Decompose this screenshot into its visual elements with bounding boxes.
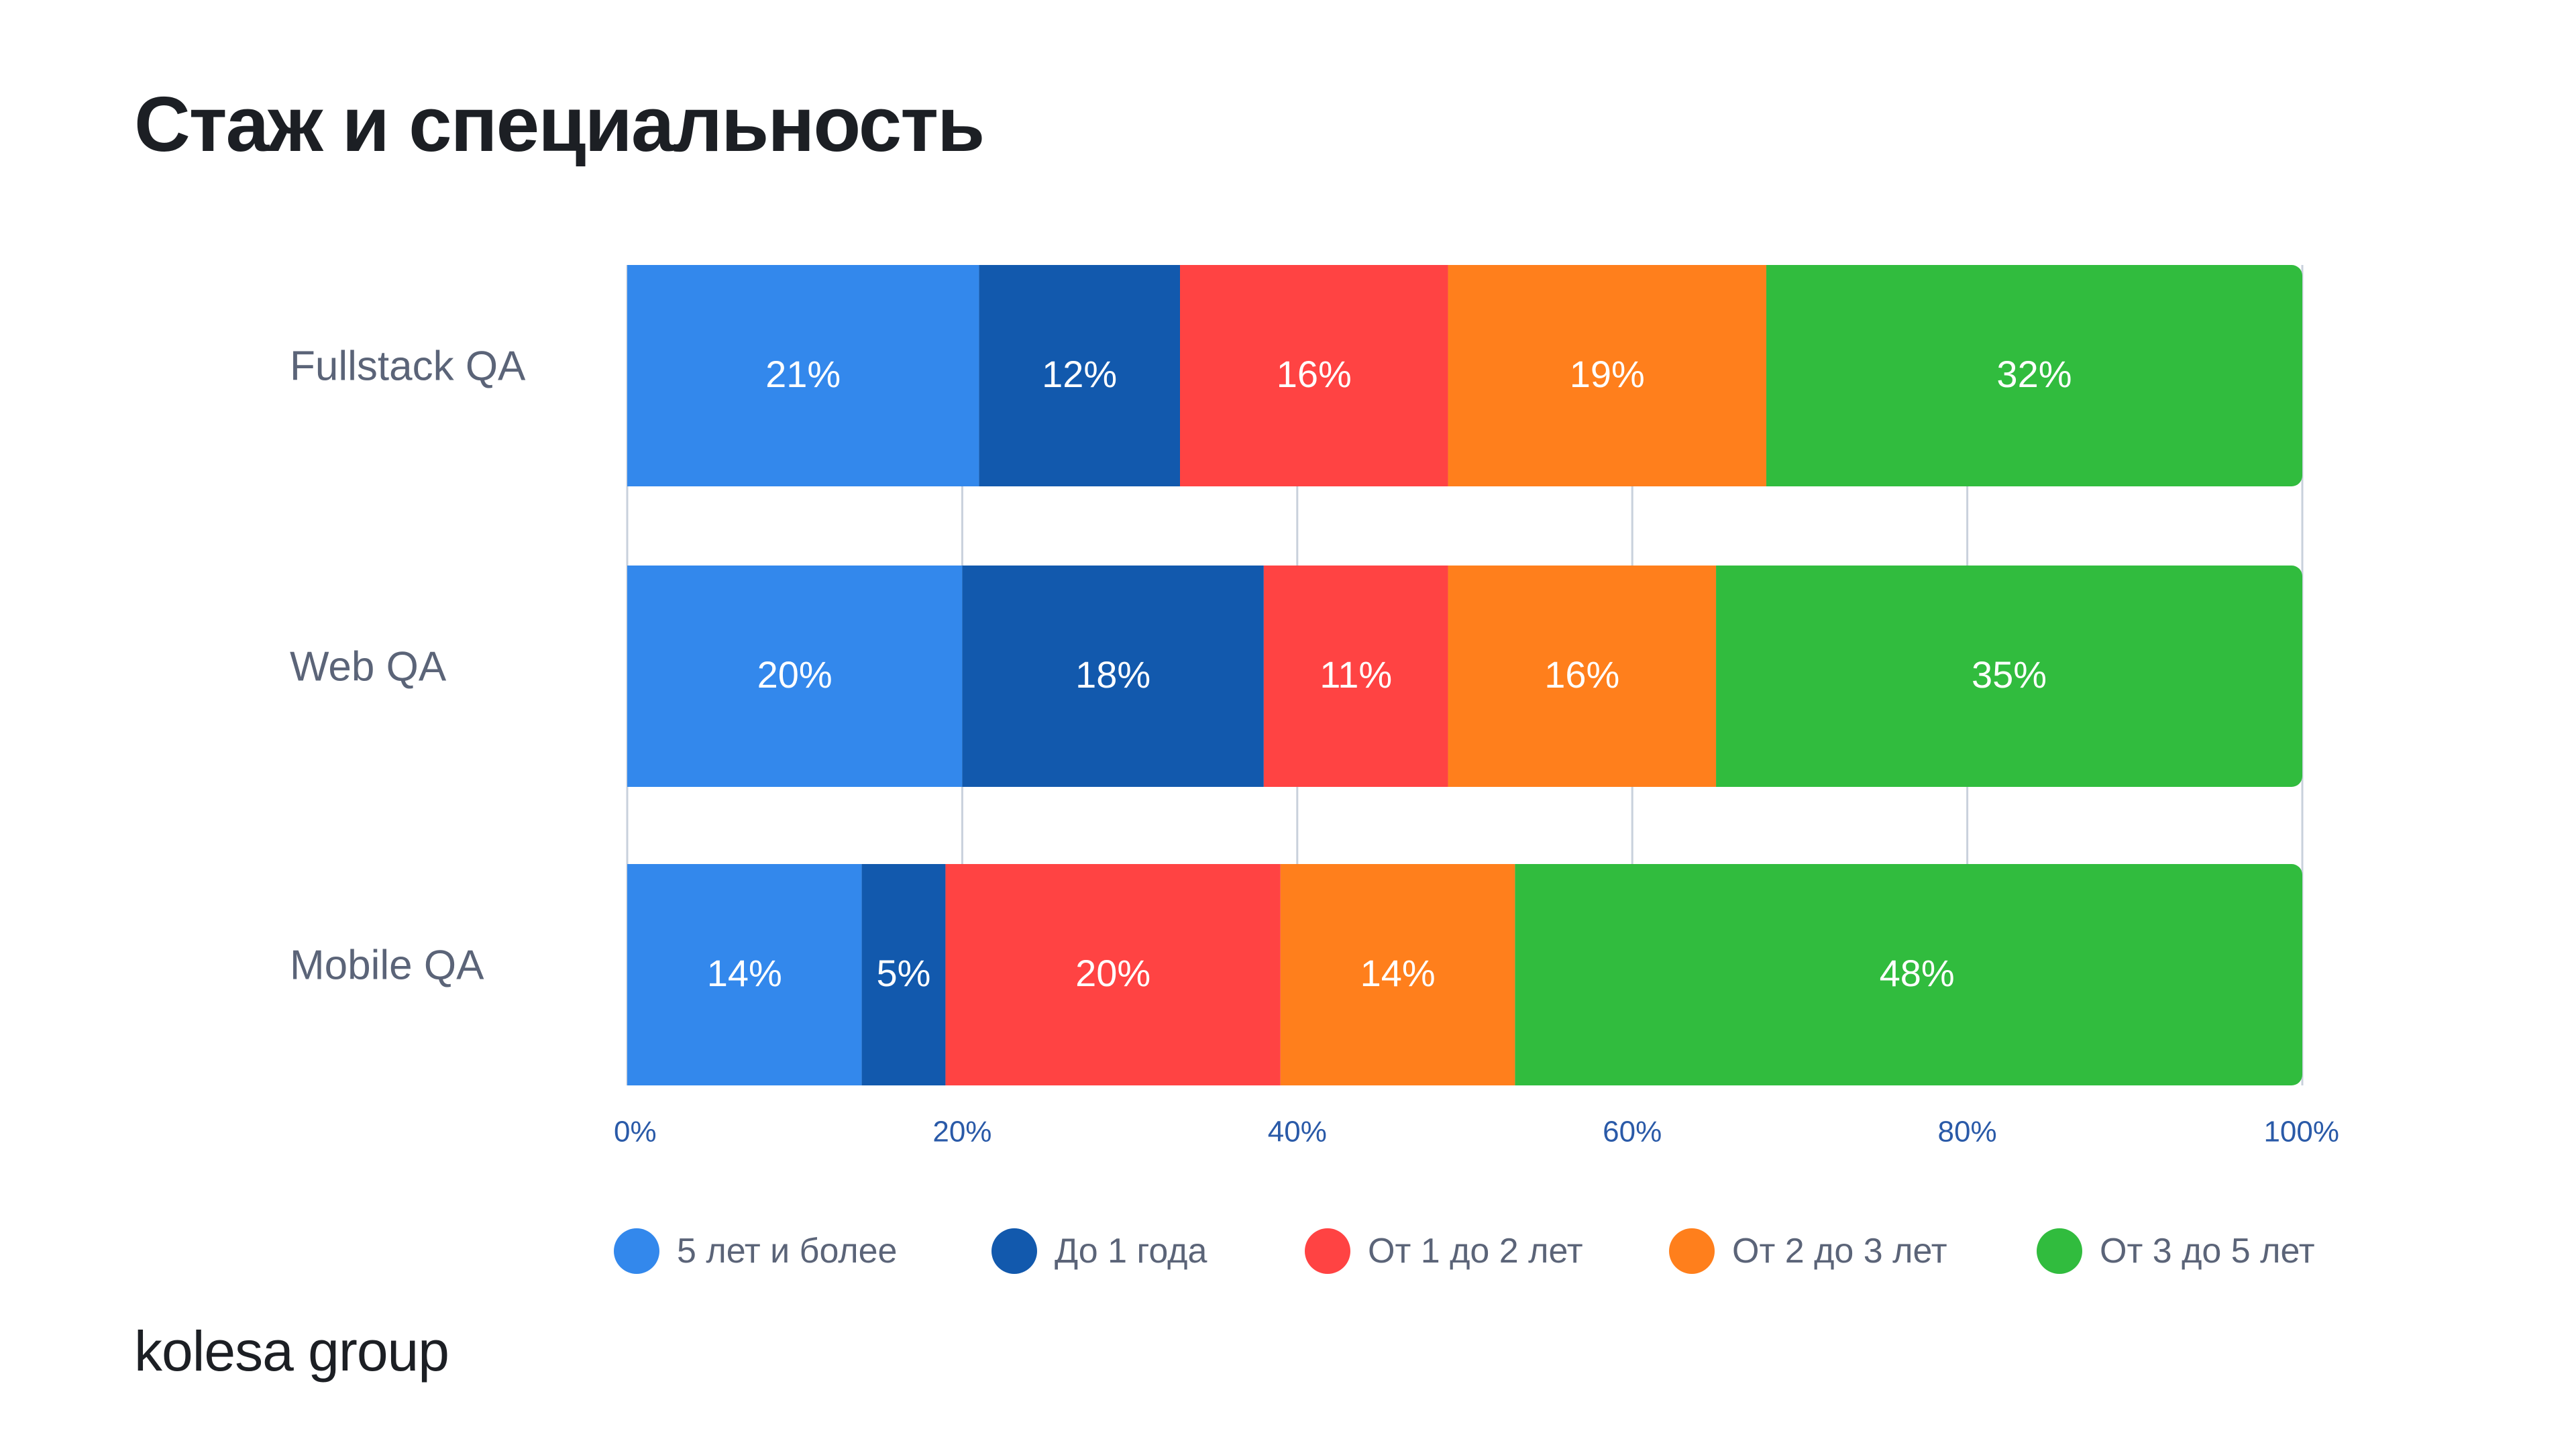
data-label: 16% <box>1544 653 1619 696</box>
bar-segment <box>1766 265 2302 486</box>
x-axis-tick-labels: 0% 20% 40% 60% 80% 100% <box>614 1116 2339 1148</box>
data-label: 21% <box>765 353 841 395</box>
category-labels: Fullstack QA Web QA Mobile QA <box>290 343 526 988</box>
brand-logo-text: kolesa group <box>134 1320 449 1383</box>
bar-segment <box>945 864 1281 1085</box>
bar-row-1 <box>627 566 2302 787</box>
x-tick-label: 40% <box>1268 1116 1327 1148</box>
bar-segment <box>627 265 979 486</box>
bar-segment <box>1180 265 1448 486</box>
legend-label: От 3 до 5 лет <box>2100 1232 2315 1271</box>
bar-segment <box>979 265 1181 486</box>
data-label: 16% <box>1277 353 1352 395</box>
bar-row-2 <box>627 864 2302 1085</box>
legend-item: 5 лет и более <box>614 1221 897 1281</box>
legend-label: 5 лет и более <box>677 1232 898 1271</box>
category-label: Web QA <box>290 643 447 690</box>
bar-segment <box>1448 566 1717 787</box>
x-tick-label: 100% <box>2263 1116 2339 1148</box>
legend-swatch <box>991 1228 1037 1274</box>
legend-item: От 2 до 3 лет <box>1669 1221 1947 1281</box>
legend-item: До 1 года <box>991 1221 1207 1281</box>
data-label: 18% <box>1075 653 1150 696</box>
stacked-bar-chart: 21% 12% 16% 19% 32% 20% 18% 11% 16% 35% 14% 5% 20% 14… <box>290 265 2339 1148</box>
data-label: 14% <box>707 952 782 994</box>
category-label: Mobile QA <box>290 942 484 988</box>
bar-segment <box>861 864 946 1085</box>
legend-swatch <box>614 1228 659 1274</box>
legend-label: От 2 до 3 лет <box>1732 1232 1947 1271</box>
legend-label: До 1 года <box>1055 1232 1208 1271</box>
category-label: Fullstack QA <box>290 343 526 389</box>
x-tick-label: 20% <box>932 1116 991 1148</box>
data-label: 14% <box>1360 952 1436 994</box>
bar-segment <box>1280 864 1515 1085</box>
bar-segment <box>1515 864 2302 1085</box>
data-label: 19% <box>1570 353 1645 395</box>
bar-row-0 <box>627 265 2302 486</box>
x-tick-label: 60% <box>1603 1116 1662 1148</box>
data-label: 5% <box>877 952 931 994</box>
bar-segment <box>627 864 862 1085</box>
legend-swatch <box>1669 1228 1715 1274</box>
legend-label: От 1 до 2 лет <box>1368 1232 1583 1271</box>
bar-segment <box>1448 265 1766 486</box>
legend-item: От 1 до 2 лет <box>1305 1221 1583 1281</box>
data-label: 48% <box>1880 952 1955 994</box>
x-tick-label: 0% <box>614 1116 657 1148</box>
bar-segment <box>962 566 1264 787</box>
x-tick-label: 80% <box>1938 1116 1997 1148</box>
data-label: 11% <box>1320 653 1392 696</box>
data-label: 35% <box>1972 653 2047 696</box>
legend-swatch <box>1305 1228 1350 1274</box>
data-label: 12% <box>1042 353 1117 395</box>
bar-segment <box>627 566 963 787</box>
data-label: 20% <box>757 653 833 696</box>
data-label: 20% <box>1075 952 1150 994</box>
page-title: Стаж и специальность <box>134 80 985 168</box>
legend-swatch <box>2037 1228 2082 1274</box>
bar-segments <box>627 265 2302 1085</box>
bar-segment <box>1716 566 2302 787</box>
chart-legend: 5 лет и более До 1 года От 1 до 2 лет От 2 … <box>0 1221 2576 1281</box>
legend-item: От 3 до 5 лет <box>2037 1221 2315 1281</box>
segment-labels: 21% 12% 16% 19% 32% 20% 18% 11% 16% 35% 14% 5% 20% 14… <box>707 353 2072 994</box>
bar-segment <box>1263 566 1448 787</box>
data-label: 32% <box>1996 353 2072 395</box>
